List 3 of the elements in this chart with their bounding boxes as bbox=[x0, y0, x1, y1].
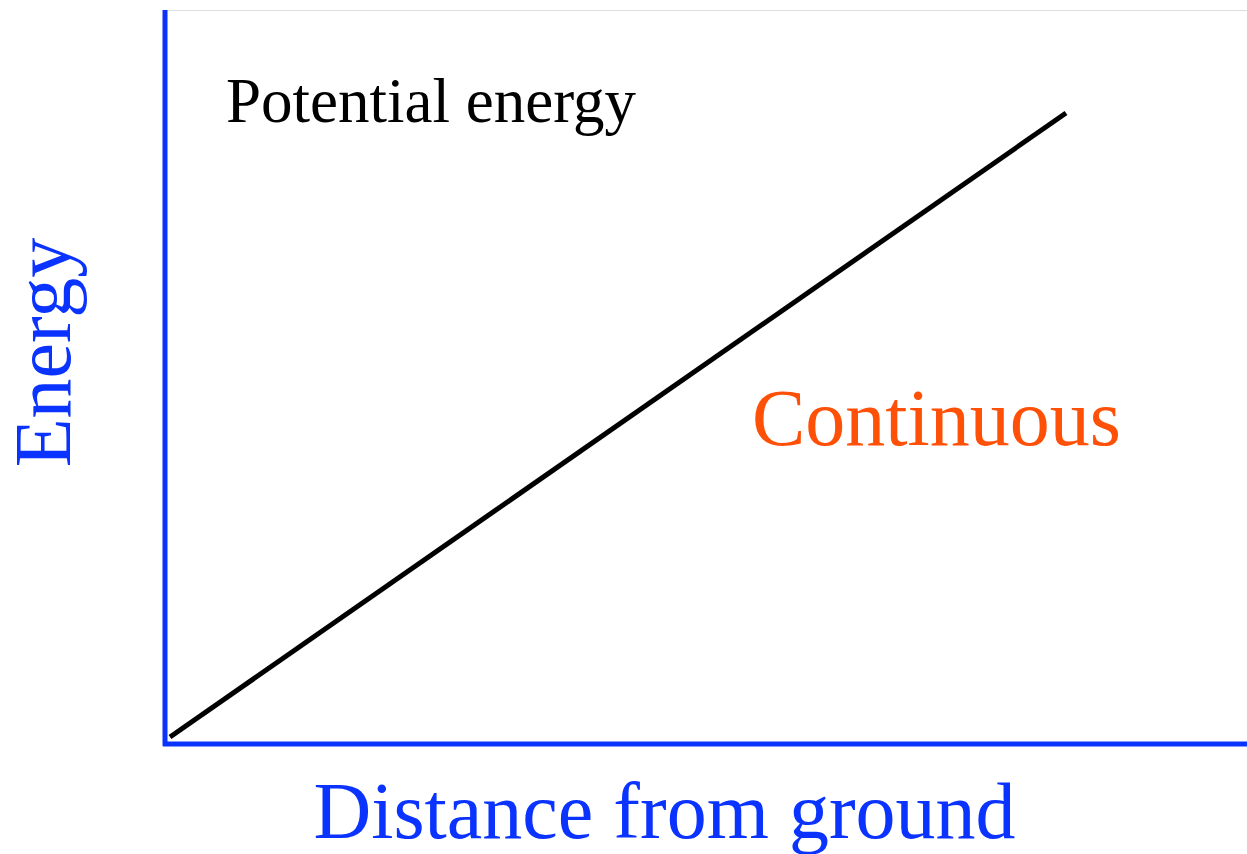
annotation: Potential energy bbox=[226, 66, 637, 136]
annotation: Continuous bbox=[752, 374, 1121, 462]
y-axis-title: Energy bbox=[0, 237, 87, 468]
